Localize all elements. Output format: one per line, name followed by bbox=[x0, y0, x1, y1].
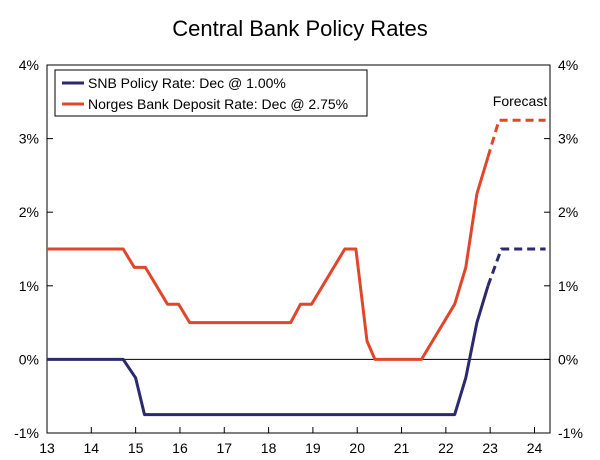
legend-label-norges: Norges Bank Deposit Rate: Dec @ 2.75% bbox=[88, 96, 348, 112]
legend-label-snb: SNB Policy Rate: Dec @ 1.00% bbox=[88, 75, 286, 91]
x-tick-label: 18 bbox=[261, 440, 277, 456]
x-tick-label: 15 bbox=[128, 440, 144, 456]
forecast-line-norges bbox=[486, 118, 546, 158]
x-tick-label: 14 bbox=[84, 440, 100, 456]
x-tick-label: 24 bbox=[527, 440, 543, 456]
x-tick-label: 20 bbox=[349, 440, 365, 456]
series-line-norges bbox=[47, 156, 490, 361]
y-tick-label-right: 3% bbox=[558, 131, 578, 147]
x-tick-label: 22 bbox=[438, 440, 454, 456]
x-tick-label: 16 bbox=[172, 440, 188, 456]
y-tick-label-right: -1% bbox=[558, 425, 583, 441]
x-tick-label: 23 bbox=[482, 440, 498, 456]
x-tick-label: 13 bbox=[39, 440, 55, 456]
legend-box bbox=[54, 69, 368, 117]
series-line-snb bbox=[47, 285, 490, 417]
forecast-line-snb bbox=[486, 247, 546, 287]
x-tick-label: 21 bbox=[394, 440, 410, 456]
legend: SNB Policy Rate: Dec @ 1.00% Norges Bank… bbox=[54, 69, 368, 117]
y-tick-label-left: 1% bbox=[19, 278, 39, 294]
axes: -1% -1% 0% 0% 1% 1% 2% 2% 3% 3% 4% 4% 13 14 15 16 17 18 19… bbox=[14, 57, 583, 456]
chart-title: Central Bank Policy Rates bbox=[172, 16, 428, 41]
y-tick-label-left: 0% bbox=[19, 351, 39, 367]
y-tick-label-left: 4% bbox=[19, 57, 39, 73]
y-tick-label-right: 0% bbox=[558, 351, 578, 367]
y-tick-label-left: 2% bbox=[19, 204, 39, 220]
y-tick-label-right: 1% bbox=[558, 278, 578, 294]
series-layer bbox=[47, 118, 546, 417]
y-tick-label-right: 2% bbox=[558, 204, 578, 220]
y-tick-label-left: 3% bbox=[19, 131, 39, 147]
x-tick-label: 19 bbox=[305, 440, 321, 456]
y-tick-label-left: -1% bbox=[14, 425, 39, 441]
forecast-label: Forecast bbox=[493, 93, 548, 109]
x-tick-label: 17 bbox=[216, 440, 232, 456]
y-tick-label-right: 4% bbox=[558, 57, 578, 73]
